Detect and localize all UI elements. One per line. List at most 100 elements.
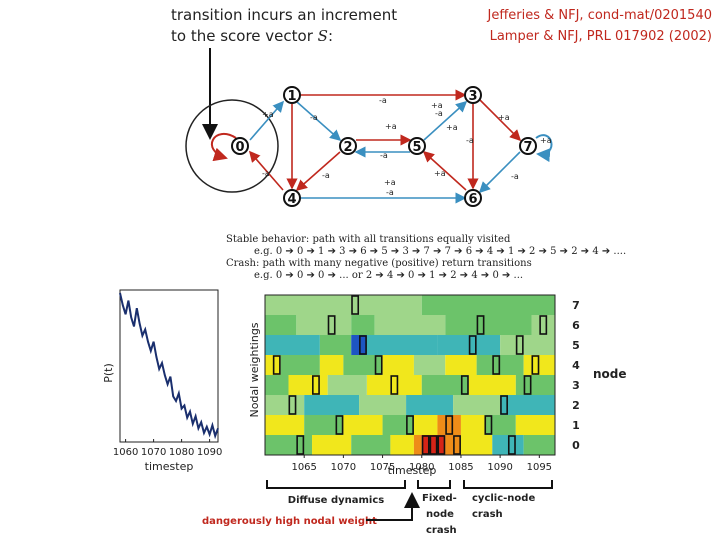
heatmap-cell <box>265 395 305 415</box>
heatmap-cell <box>359 395 407 415</box>
heatmap-x-tick-label: 1095 <box>527 462 552 473</box>
graph-node-2-circle <box>339 137 357 155</box>
graph-node-0: 0 <box>235 140 244 155</box>
heatmap-x-tick-label: 1075 <box>370 462 395 473</box>
heatmap-ylabel: Nodal weightings <box>248 322 261 417</box>
edge-label: +a <box>385 122 397 131</box>
stable-text: Stable behavior: path with all transitio… <box>226 234 511 245</box>
heatmap-cell <box>413 355 446 375</box>
heatmap-cell <box>288 375 328 395</box>
node-0-ring <box>185 99 279 193</box>
path-visit-box <box>374 355 383 375</box>
heatmap-cell <box>351 315 375 335</box>
self-loop-7 <box>535 134 553 163</box>
heatmap-cell <box>366 375 422 395</box>
p-series-line <box>119 292 219 440</box>
heatmap-cell <box>515 375 555 395</box>
heatmap-x-ticks: 1065 1070 1075 1080 1085 1090 1095 <box>291 455 552 473</box>
heatmap-right-label: node <box>593 367 627 381</box>
heatmap-cell <box>343 355 383 375</box>
edge-label: +a <box>431 101 443 110</box>
graph-node-7-circle <box>519 137 537 155</box>
heatmap-cell <box>406 395 454 415</box>
caption-line-1: transition incurs an increment <box>171 6 398 24</box>
heatmap-xlabel: timestep <box>388 464 437 477</box>
heatmap-node-labels: 0 1 2 3 4 5 6 7 <box>572 299 580 452</box>
behavior-description: Stable behavior: path with all transitio… <box>226 234 626 282</box>
p-plot-frame <box>119 289 219 443</box>
heatmap-cell <box>265 335 320 355</box>
edge-0-1 <box>249 100 285 141</box>
heatmap-cell <box>382 355 414 375</box>
heatmap-cells <box>265 295 555 455</box>
heatmap-cell <box>327 375 367 395</box>
heatmap-frame <box>264 294 556 456</box>
reference-1: Jefferies & NFJ, cond-mat/0201540 <box>487 8 712 23</box>
heatmap-cell <box>413 435 422 455</box>
stable-example: e.g. 0 ➔ 0 ➔ 1 ➔ 3 ➔ 6 ➔ 5 ➔ 3 ➔ 7 ➔ 7 ➔… <box>254 246 627 257</box>
path-visit-box <box>460 375 469 395</box>
path-visit-box <box>406 415 414 435</box>
heatmap-node-label: 0 <box>572 439 580 452</box>
cyclic-label-2: crash <box>472 509 503 520</box>
edges <box>248 89 522 204</box>
path-visit-box <box>437 435 446 455</box>
path-visit-box <box>484 415 493 435</box>
heatmap-cell <box>460 435 493 455</box>
path-visit-box <box>390 375 399 395</box>
edge-label: -a <box>322 171 330 180</box>
danger-label: dangerously high nodal weight <box>202 516 377 527</box>
p-line-chart: 1060 1070 1080 1090 timestep P(t) <box>102 289 222 473</box>
graph-node-1-circle <box>283 86 301 104</box>
edge-6-5 <box>422 150 467 191</box>
heatmap-x-tick-label: 1080 <box>409 462 434 473</box>
graph-node-5-circle <box>408 137 426 155</box>
edge-label-group: -a+a-a+a-a+a-a+a-a+a-a+a-a+a-a+a-a+a <box>232 96 552 197</box>
path-visit-box <box>335 415 344 435</box>
caption-line-2: to the score vector S: <box>171 26 397 47</box>
path-visit-box <box>476 315 485 335</box>
heatmap-cell <box>265 375 289 395</box>
heatmap-x-tick-label: 1085 <box>448 462 473 473</box>
heatmap-node-label: 5 <box>572 339 580 352</box>
heatmap-cell <box>280 355 320 375</box>
heatmap-node-label: 3 <box>572 379 580 392</box>
graph-node-4-circle <box>283 189 301 207</box>
p-xlabel: timestep <box>145 460 194 473</box>
path-visit-box <box>421 435 430 455</box>
heatmap-cell <box>445 435 461 455</box>
heatmap-cell <box>476 355 524 375</box>
heatmap-cell <box>296 315 352 335</box>
heatmap-cell <box>265 415 305 435</box>
heatmap-node-label: 6 <box>572 319 580 332</box>
heatmap-cell <box>445 315 532 335</box>
heatmap-cell <box>304 415 344 435</box>
heatmap-cell <box>500 395 555 415</box>
path-visit-box <box>539 315 548 335</box>
edge-1-2 <box>296 101 342 142</box>
p-x-tick-label: 1090 <box>197 447 222 458</box>
heatmap-cell <box>421 435 446 455</box>
heatmap-x-tick-label: 1065 <box>291 462 316 473</box>
heatmap-cell <box>390 435 414 455</box>
heatmap-cell <box>319 335 352 355</box>
heatmap-cell <box>515 415 555 435</box>
graph-node-4: 4 <box>287 192 296 207</box>
path-visit-box <box>468 335 477 355</box>
heatmap-cell <box>445 355 477 375</box>
heatmap-cell <box>382 415 414 435</box>
heatmap-node-label: 7 <box>572 299 580 312</box>
cyclic-label-1: cyclic-node <box>472 493 535 504</box>
path-visit-box <box>429 435 438 455</box>
heatmap-cell <box>351 435 391 455</box>
path-visit-box <box>507 435 516 455</box>
path-visit-box <box>453 435 461 455</box>
edge-label: +a <box>262 110 274 119</box>
edge-label: -a <box>466 136 474 145</box>
caption-line-2-suffix: : <box>327 27 333 45</box>
heatmap-cell <box>366 335 438 355</box>
reference-2: Lamper & NFJ, PRL 017902 (2002) <box>489 29 712 44</box>
edge-label: +a <box>434 169 446 178</box>
heatmap-node-label: 4 <box>572 359 580 372</box>
heatmap-cell <box>484 415 516 435</box>
